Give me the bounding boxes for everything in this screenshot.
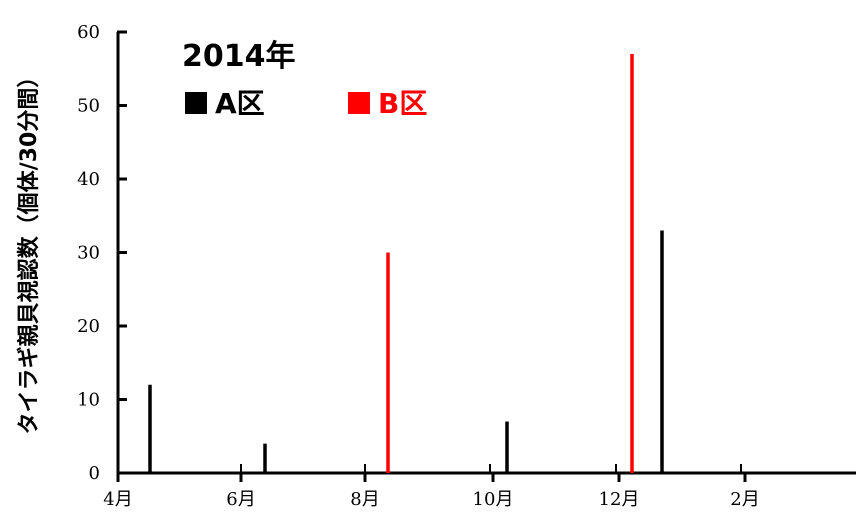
x-tick-label: 12月 xyxy=(599,489,640,510)
legend-label: A区 xyxy=(215,87,265,120)
y-axis-label: タイラギ親貝視認数（個体/30分間） xyxy=(16,66,42,435)
y-tick-label: 40 xyxy=(77,169,100,190)
x-tick-label: 2月 xyxy=(730,489,759,510)
y-tick-label: 0 xyxy=(89,463,100,484)
y-tick-label: 10 xyxy=(77,390,100,411)
y-tick-label: 30 xyxy=(77,243,100,264)
x-tick-label: 4月 xyxy=(103,489,132,510)
chart-title: 2014年 xyxy=(182,39,296,74)
x-tick-label: 6月 xyxy=(226,489,255,510)
y-tick-label: 20 xyxy=(77,316,100,337)
legend-swatch xyxy=(348,92,370,114)
legend-swatch xyxy=(185,92,207,114)
x-tick-label: 10月 xyxy=(473,489,514,510)
y-tick-label: 60 xyxy=(77,22,100,43)
legend-label: B区 xyxy=(378,87,427,120)
legend: A区 B区 xyxy=(185,87,427,120)
y-tick-label: 50 xyxy=(77,96,100,117)
bars xyxy=(148,54,664,473)
x-tick-label: 8月 xyxy=(350,489,379,510)
x-axis: 4月 6月 8月 10月 12月 2月 xyxy=(103,464,856,510)
y-axis: 0 10 20 30 40 50 60 xyxy=(77,22,127,484)
